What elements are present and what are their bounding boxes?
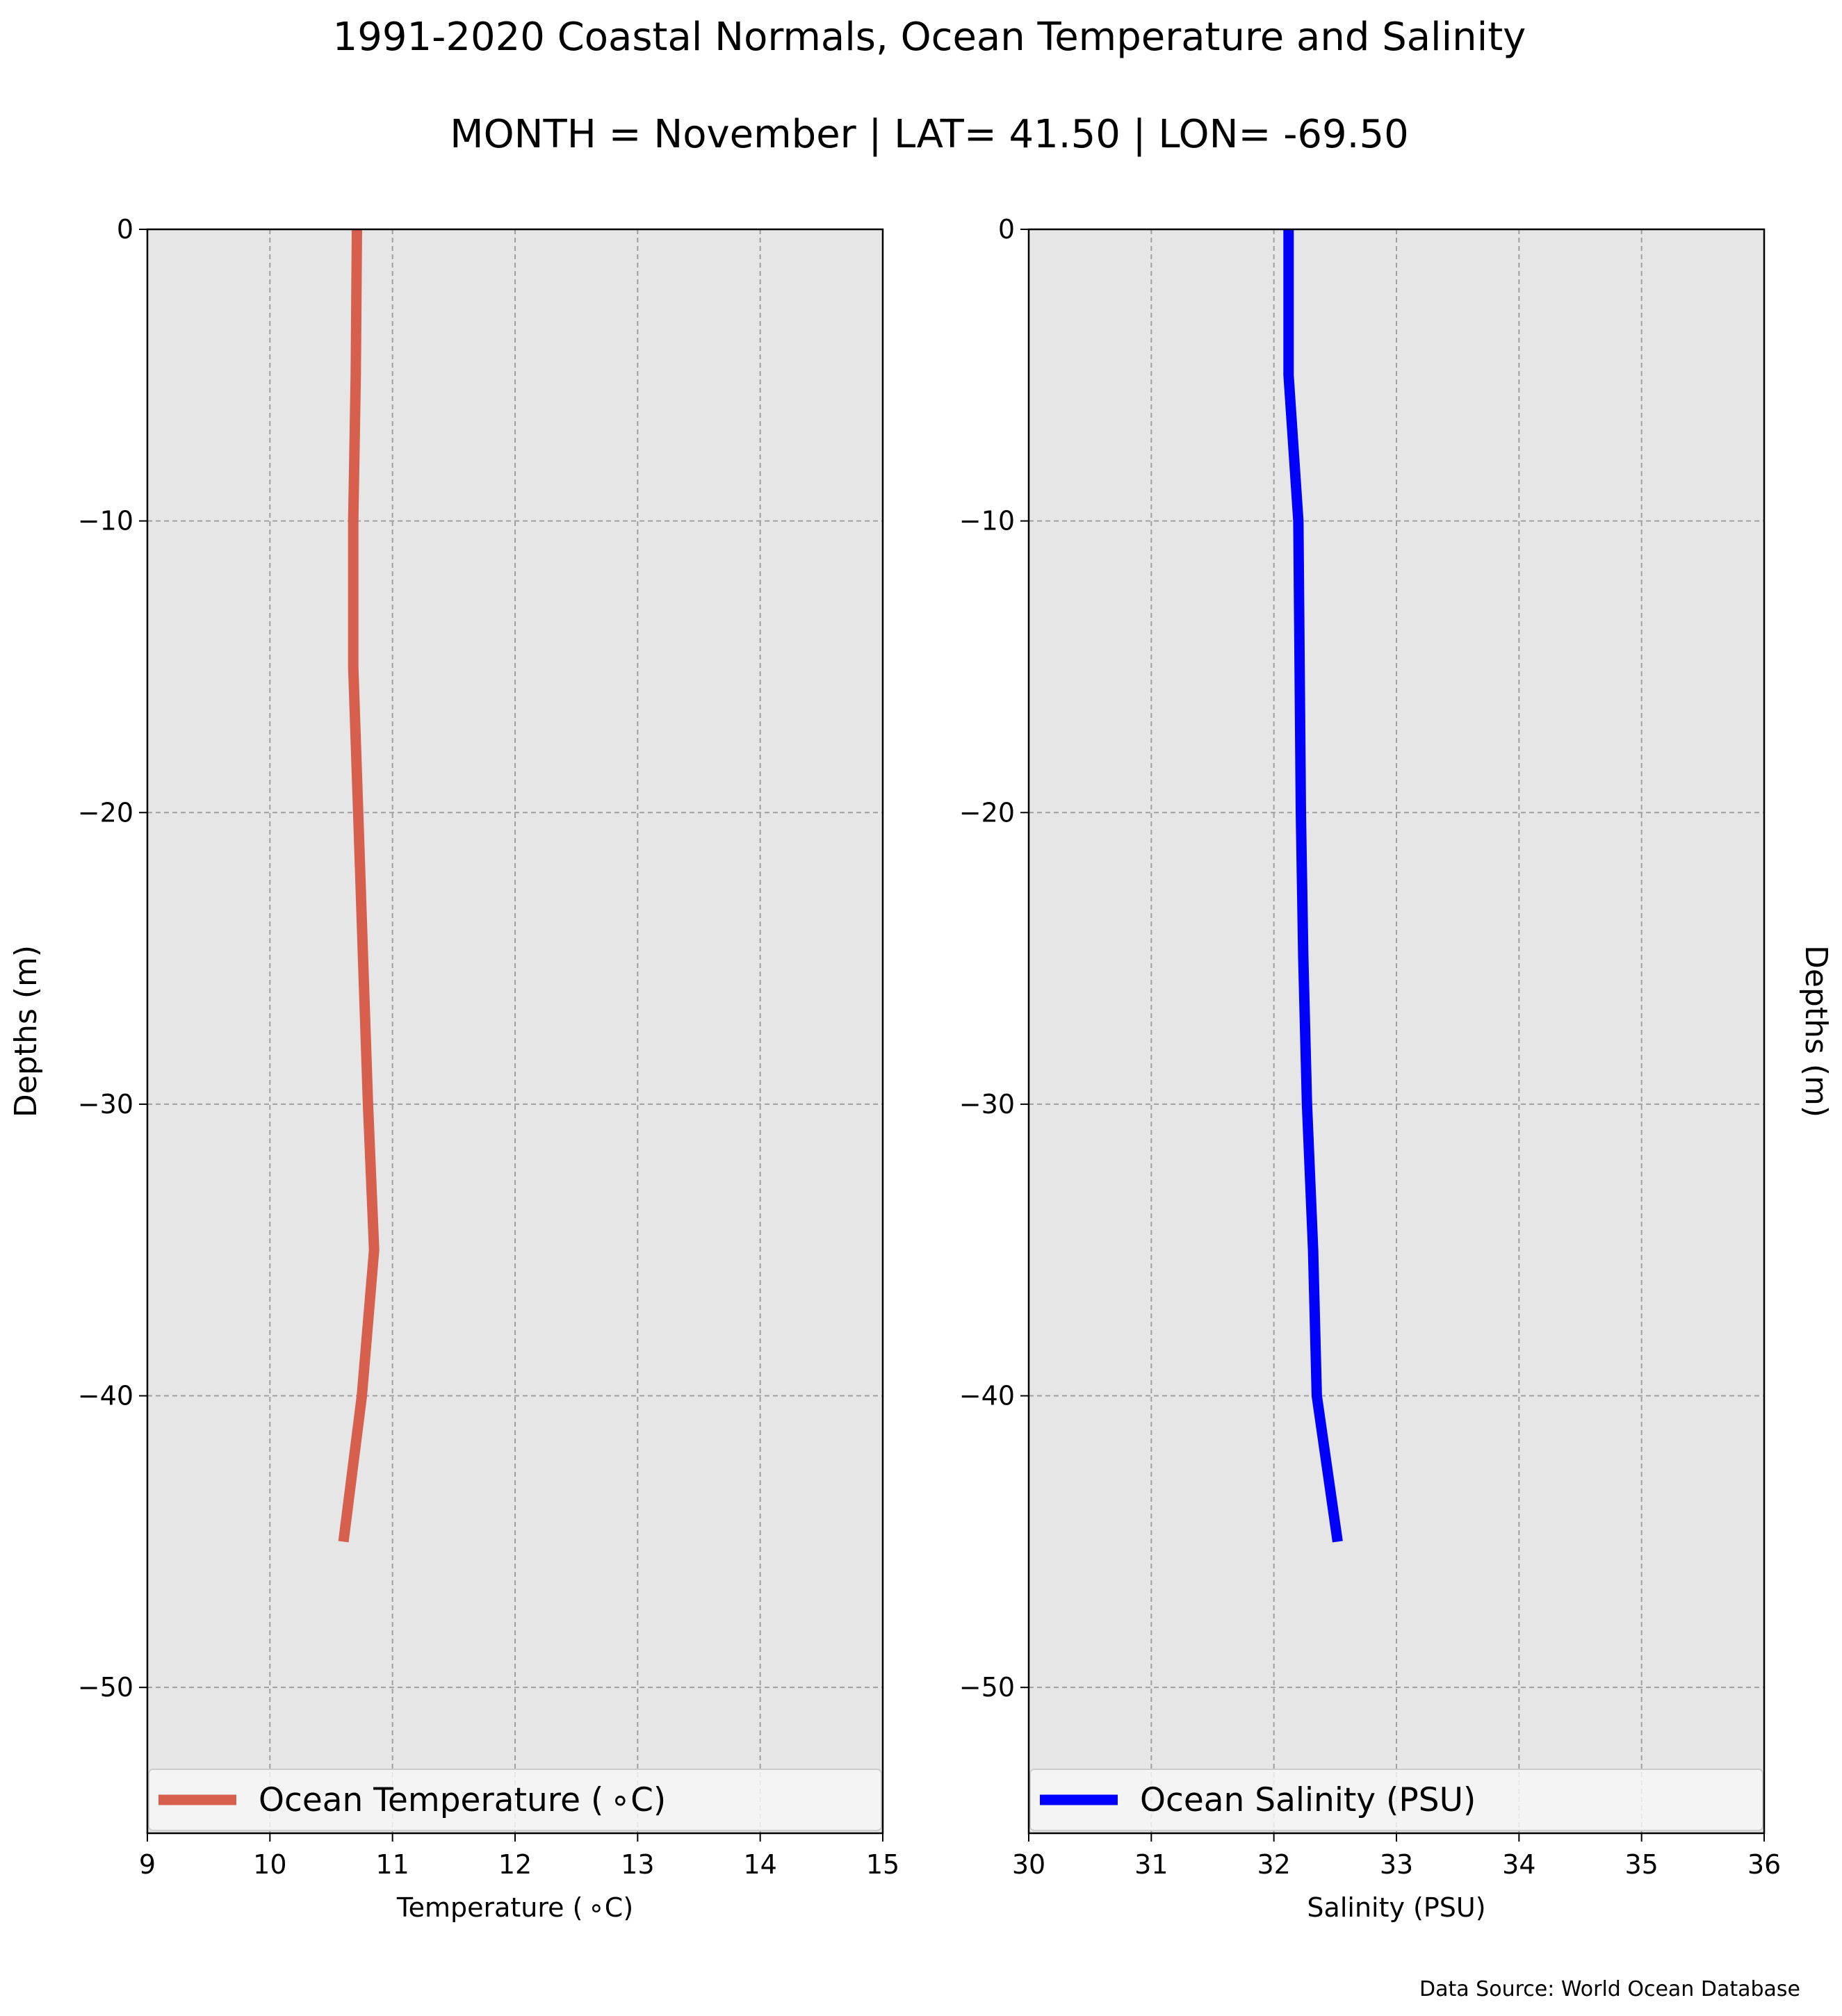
x-tick-label: 34 — [1502, 1849, 1535, 1880]
panels: 9 10 11 12 13 14 15 0 −10 −20 −30 −40 −50 Ocean Tempe… — [8, 214, 1834, 1923]
y-tick-label: −20 — [78, 797, 133, 828]
chart-panel-1: 9 10 11 12 13 14 15 0 −10 −20 −30 −40 −50 Ocean Tempe… — [8, 214, 899, 1923]
x-tick-label: 13 — [621, 1849, 654, 1880]
x-tick-label: 12 — [498, 1849, 532, 1880]
x-tick-label: 36 — [1747, 1849, 1781, 1880]
x-tick-label: 14 — [743, 1849, 776, 1880]
source-note: Data Source: World Ocean Database — [1419, 1977, 1800, 2001]
series-line — [338, 229, 380, 1543]
y-tick-label: −50 — [959, 1672, 1015, 1703]
x-axis-label: Temperature ( ∘C) — [396, 1892, 633, 1923]
legend: Ocean Salinity (PSU) — [1029, 1769, 1763, 1831]
axes-frame — [146, 228, 884, 1835]
x-tick-label: 10 — [253, 1849, 286, 1880]
y-tick-label: −20 — [959, 797, 1015, 828]
legend-box — [148, 1769, 882, 1831]
y-tick-label: −50 — [78, 1672, 133, 1703]
y-tick-label: −10 — [78, 506, 133, 536]
legend-label: Ocean Temperature ( ∘C) — [259, 1781, 666, 1819]
x-tick-label: 15 — [866, 1849, 899, 1880]
y-tick-label: 0 — [117, 214, 133, 245]
y-axis-label: Depths (m) — [1798, 945, 1834, 1117]
legend-label: Ocean Salinity (PSU) — [1140, 1781, 1476, 1819]
y-axis-label: Depths (m) — [8, 945, 44, 1117]
legend-box — [1029, 1769, 1763, 1831]
y-tick-label: 0 — [998, 214, 1015, 245]
series-line — [1283, 229, 1343, 1543]
figure-title: 1991-2020 Coastal Normals, Ocean Tempera… — [333, 15, 1526, 60]
y-tick-label: −10 — [959, 506, 1015, 536]
figure-subtitle: MONTH = November | LAT= 41.50 | LON= -69… — [450, 112, 1409, 157]
x-tick-label: 33 — [1380, 1849, 1413, 1880]
y-tick-label: −40 — [78, 1381, 133, 1411]
y-tick-label: −30 — [959, 1089, 1015, 1120]
x-tick-label: 30 — [1012, 1849, 1045, 1880]
x-tick-label: 35 — [1624, 1849, 1658, 1880]
x-tick-label: 11 — [375, 1849, 409, 1880]
x-tick-label: 9 — [139, 1849, 156, 1880]
x-tick-label: 32 — [1257, 1849, 1290, 1880]
chart-panel-2: 30 31 32 33 34 35 36 0 −10 −20 −30 −40 −50 Ocean Sali… — [959, 214, 1834, 1923]
grid — [1029, 229, 1764, 1833]
legend: Ocean Temperature ( ∘C) — [148, 1769, 882, 1831]
y-tick-label: −40 — [959, 1381, 1015, 1411]
y-tick-label: −30 — [78, 1089, 133, 1120]
grid — [147, 229, 883, 1833]
x-axis-label: Salinity (PSU) — [1307, 1892, 1485, 1923]
x-tick-label: 31 — [1134, 1849, 1168, 1880]
axes-frame — [1027, 228, 1766, 1835]
